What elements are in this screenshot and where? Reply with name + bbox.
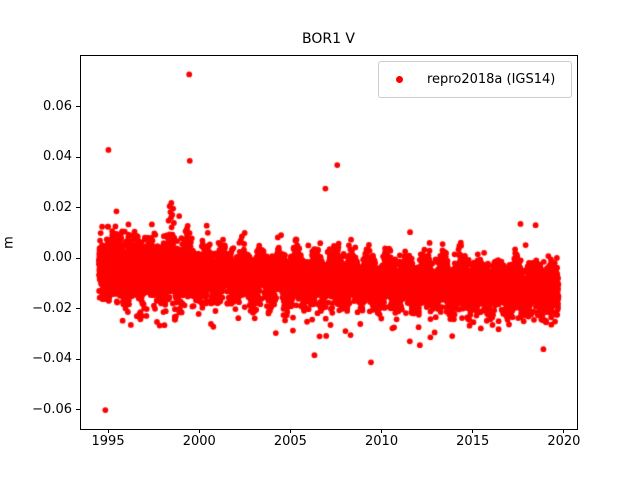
scatter-plot-canvas — [0, 0, 640, 480]
figure: BOR1 V m 1995 2000 2005 2010 2015 2020 0.06 0.0… — [0, 0, 640, 480]
